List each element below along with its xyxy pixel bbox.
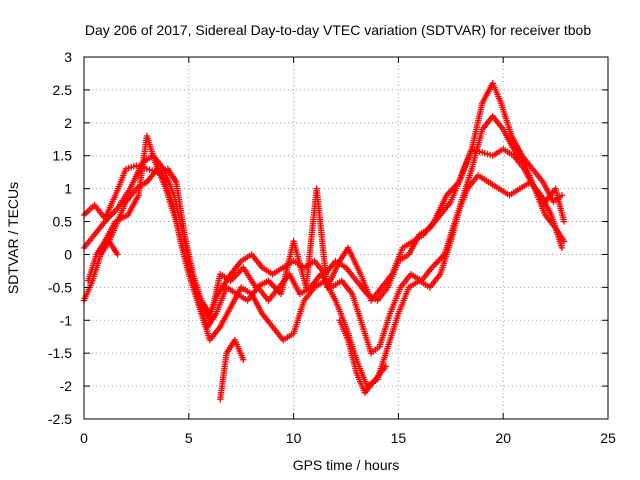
chart-title: Day 206 of 2017, Sidereal Day-to-day VTE… [85, 22, 592, 38]
x-tick-label: 20 [495, 430, 511, 446]
data-point-marker [558, 192, 566, 199]
x-tick-label: 5 [185, 430, 193, 446]
y-axis-label: SDTVAR / TECUs [5, 182, 21, 294]
y-tick-label: -2 [60, 378, 73, 394]
data-point-marker [558, 244, 566, 252]
series-track-4 [84, 80, 566, 324]
y-tick-label: 1 [64, 181, 72, 197]
x-tick-label: 15 [391, 430, 407, 446]
data-point-marker [114, 251, 121, 258]
data-point-marker [560, 238, 568, 245]
data-point-marker [240, 356, 247, 363]
y-tick-label: 3 [64, 49, 72, 65]
plot-frame [83, 56, 609, 420]
y-tick-label: 0 [64, 246, 72, 262]
y-tick-label: 0.5 [53, 214, 73, 230]
grid-layer [84, 57, 608, 419]
x-tick-label: 0 [80, 430, 88, 446]
y-tick-label: 2 [64, 115, 72, 131]
data-point-marker [382, 363, 390, 370]
x-tick-label: 10 [286, 430, 302, 446]
axis-layer: 0 5 10 15 20 25 -2.5 -2 -1.5 -1 -0.5 0 0.5 1 1.5 2 2.5 3 [48, 49, 616, 446]
series-track-5 [105, 238, 390, 403]
x-tick-label: 25 [600, 430, 616, 446]
y-tick-label: -1.5 [48, 345, 72, 361]
y-tick-label: -1 [60, 312, 73, 328]
x-axis-label: GPS time / hours [293, 457, 400, 473]
data-point-marker [560, 218, 568, 225]
y-tick-label: -2.5 [48, 411, 72, 427]
y-tick-label: 2.5 [53, 82, 73, 98]
y-tick-label: -0.5 [48, 279, 72, 295]
data-layer [80, 80, 568, 403]
y-tick-label: 1.5 [53, 148, 73, 164]
